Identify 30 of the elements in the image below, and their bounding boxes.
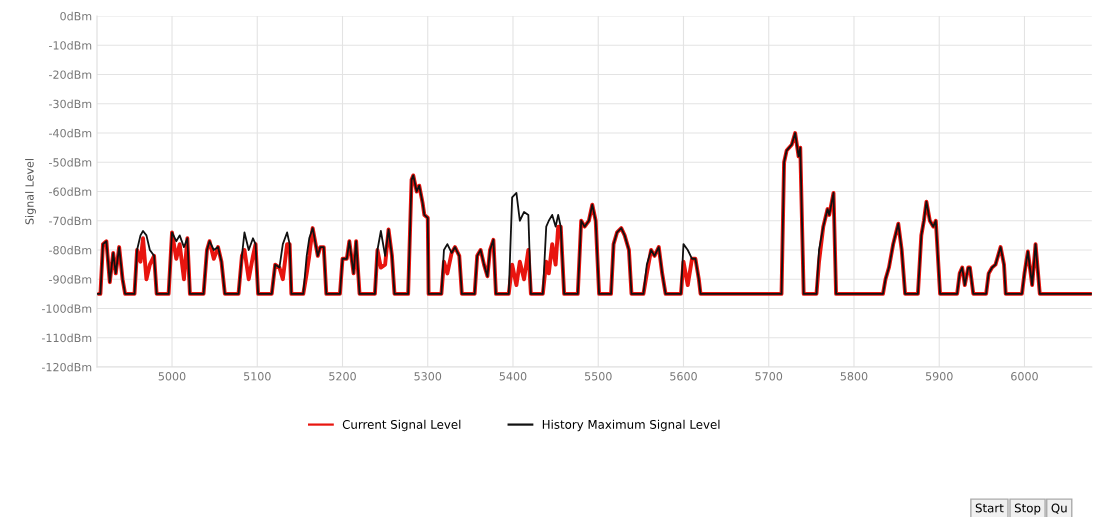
x-tick-label: 5200 [329, 372, 356, 381]
y-tick-label: -30dBm [49, 99, 92, 109]
x-tick-label: 5300 [414, 372, 442, 381]
y-tick-label: -40dBm [49, 128, 92, 138]
y-tick-label: -60dBm [49, 187, 92, 196]
y-tick-label: -120dBm [41, 362, 92, 372]
y-tick-label: -90dBm [49, 275, 92, 284]
x-tick-label: 5900 [925, 372, 953, 381]
x-tick-label: 5800 [840, 372, 868, 381]
y-tick-label: -50dBm [49, 158, 92, 167]
legend-label: History Maximum Signal Level [542, 419, 720, 432]
y-tick-label: -10dBm [49, 41, 92, 50]
y-tick-label: -80dBm [49, 245, 92, 255]
y-tick-label: 0dBm [60, 11, 92, 21]
legend-label: Current Signal Level [342, 419, 461, 432]
y-axis-title: Signal Level [25, 159, 36, 225]
y-tick-label: -110dBm [41, 333, 92, 343]
x-tick-label: 5100 [243, 372, 271, 381]
x-tick-label: 5700 [755, 372, 783, 381]
y-tick-label: -20dBm [49, 70, 92, 79]
x-tick-label: 6000 [1011, 372, 1038, 381]
x-tick-label: 5500 [584, 372, 612, 381]
y-tick-label: -70dBm [49, 216, 92, 226]
y-tick-label: -100dBm [41, 304, 92, 313]
text: Qu [1051, 503, 1067, 514]
text: Stop [1014, 503, 1041, 515]
x-tick-label: 5600 [670, 372, 697, 381]
x-tick-label: 5400 [499, 372, 527, 381]
text: Start [975, 503, 1004, 513]
x-tick-label: 5000 [158, 372, 186, 381]
